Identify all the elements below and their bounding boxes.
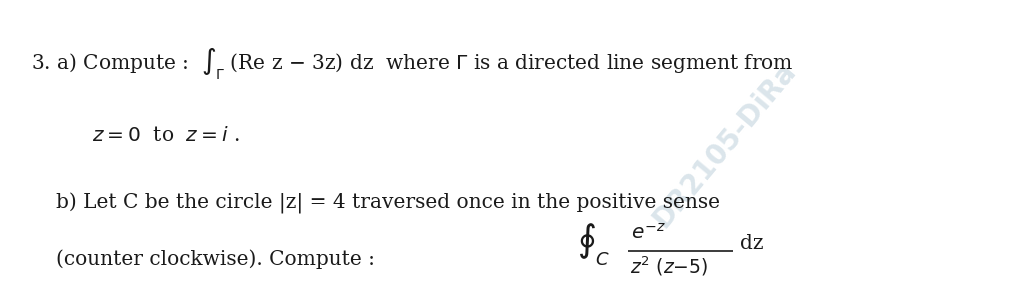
Text: $z^2\ (z{-}5)$: $z^2\ (z{-}5)$: [630, 254, 709, 278]
Text: $z = 0$  to  $z = i$ .: $z = 0$ to $z = i$ .: [92, 126, 240, 145]
Text: $\oint_{C}$: $\oint_{C}$: [577, 221, 610, 267]
Text: (counter clockwise). Compute :: (counter clockwise). Compute :: [56, 249, 375, 269]
Text: DR2105-DiRa: DR2105-DiRa: [648, 57, 801, 232]
Text: dz: dz: [740, 234, 764, 253]
Text: $e^{-z}$: $e^{-z}$: [631, 223, 666, 243]
Text: b) Let C be the circle |z| = 4 traversed once in the positive sense: b) Let C be the circle |z| = 4 traversed…: [56, 193, 720, 214]
Text: 3. a) Compute :  $\int_{\Gamma}$ (Re z $-$ 3z) dz  where $\Gamma$ is a directed : 3. a) Compute : $\int_{\Gamma}$ (Re z $-…: [31, 45, 793, 82]
